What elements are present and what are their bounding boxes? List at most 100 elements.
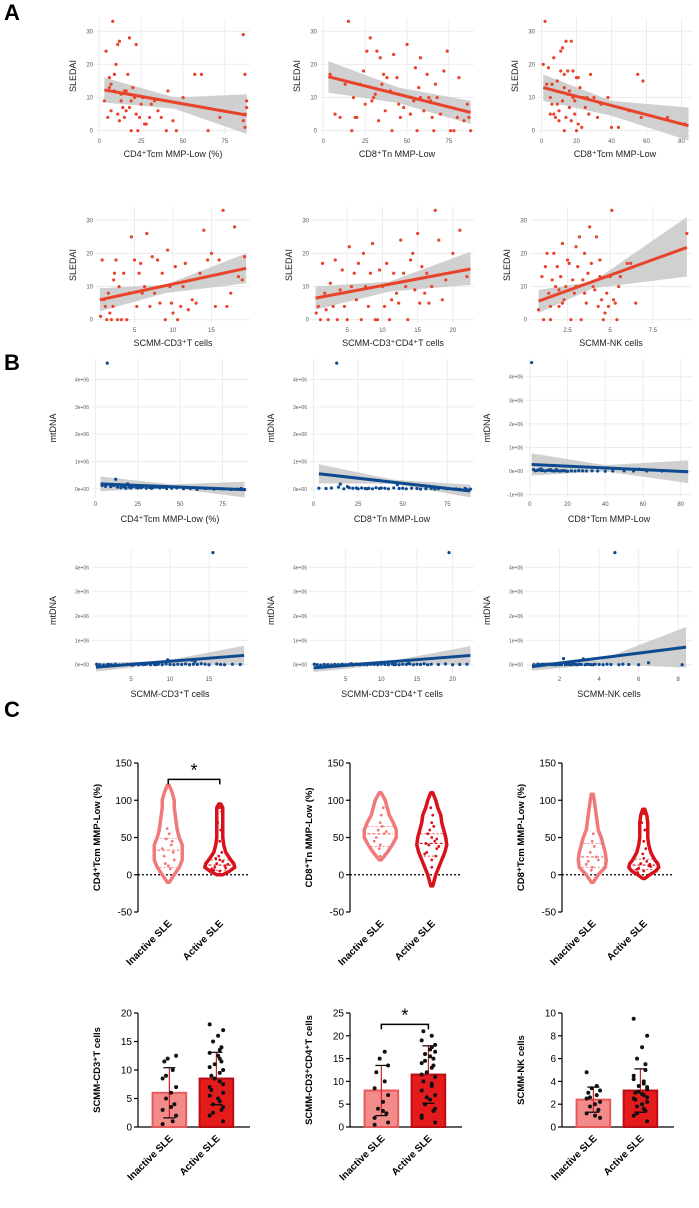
data-point (106, 115, 110, 120)
data-point (405, 42, 409, 47)
data-point (142, 122, 147, 126)
data-point (582, 251, 587, 255)
data-point (236, 275, 241, 279)
x-tick-label: 5 (346, 328, 350, 334)
scatter-chart-a1: 0 25 50 75 0 10 20 30 CD4⁺Tcm MMP-Low (%) SLEDAI (68, 18, 250, 159)
data-point (124, 89, 128, 93)
data-point (462, 119, 466, 123)
data-point (324, 308, 328, 312)
data-point (415, 662, 419, 666)
y-tick-label: -50 (118, 908, 133, 919)
y-tick-label: 3e+06 (293, 405, 307, 411)
violin-point (642, 839, 646, 843)
bar-point (433, 1093, 438, 1098)
bar-point (384, 1111, 389, 1116)
bar-point (645, 1033, 650, 1038)
data-point (104, 49, 108, 53)
violin-point (588, 851, 592, 854)
y-tick-label: 0 (550, 1123, 556, 1134)
data-point (218, 115, 222, 120)
scatter-chart-b6: 2 4 6 8 0e+00 1e+06 2e+06 3e+06 4e+06 SCMM-NK cel… (482, 549, 692, 699)
regression-line (315, 267, 471, 300)
data-point (555, 79, 559, 83)
data-point (413, 66, 418, 70)
data-point (164, 662, 168, 666)
data-point (600, 298, 604, 302)
y-tick-label: 3e+06 (75, 405, 89, 411)
x-tick-label: 50 (399, 502, 406, 508)
violin-point (427, 843, 431, 847)
data-point (115, 485, 120, 489)
data-point (584, 469, 588, 473)
violin-point (382, 832, 386, 836)
x-tick-label: 25 (134, 502, 141, 508)
violin-point (168, 867, 172, 871)
data-point (541, 62, 545, 66)
violin-point (380, 824, 384, 828)
x-tick-label: 15 (206, 677, 213, 683)
data-point (580, 469, 585, 473)
data-point (583, 105, 587, 110)
data-point (404, 284, 408, 289)
data-point (340, 268, 344, 272)
bar-point (381, 1099, 386, 1104)
violin-point (584, 862, 588, 866)
data-point (564, 284, 568, 289)
y-tick-label: 4e+06 (75, 377, 89, 383)
y-tick-label: 1e+06 (293, 638, 307, 644)
y-axis-label: SLEDAI (510, 60, 520, 92)
x-tick-label: 50 (404, 139, 411, 145)
data-point (156, 109, 160, 113)
data-point (363, 102, 367, 106)
y-tick-label: 0e+00 (75, 663, 89, 669)
scatter-chart-b5: 5 10 15 20 0e+00 1e+06 2e+06 3e+06 4e+06 SCMM-CD3… (266, 549, 474, 699)
data-point (467, 115, 471, 120)
data-point (560, 301, 564, 305)
y-tick-label: 5 (126, 1094, 132, 1105)
violin-point (643, 828, 647, 832)
data-point (557, 304, 561, 309)
y-tick-label: 0 (524, 318, 528, 324)
y-tick-label: 1e+06 (75, 459, 89, 465)
x-tick-label: 2.5 (563, 328, 572, 334)
bar-point (419, 1038, 424, 1043)
x-tick-label: 80 (678, 139, 685, 145)
data-point (603, 469, 607, 473)
data-point (465, 662, 469, 666)
bar-point (635, 1056, 640, 1061)
data-point (107, 76, 111, 80)
x-axis-label: CD4⁺Tcm MMP-Low (%) (124, 149, 223, 159)
bar-point (221, 1090, 226, 1095)
data-point (203, 662, 207, 666)
data-point (194, 301, 198, 305)
x-tick-label: 8 (676, 677, 680, 683)
data-point (125, 318, 129, 322)
y-tick-label: 4e+06 (293, 377, 307, 383)
x-tick-label: 20 (564, 502, 571, 508)
violin-point (167, 832, 171, 836)
y-tick-label: 10 (333, 1077, 345, 1088)
violin-chart-c1: -50 0 50 100 150 CD4⁺Tcm MMP-Low (%) Inactive … (92, 759, 250, 968)
x-tick-label: 15 (208, 328, 215, 334)
data-point (382, 304, 387, 309)
data-point (129, 129, 133, 133)
data-point (411, 251, 415, 255)
data-point (136, 129, 140, 133)
data-point (550, 82, 554, 86)
data-point (606, 304, 611, 309)
data-point (365, 487, 369, 491)
scatter-chart-b3: 0 20 40 60 80 -1e+06 0e+00 1e+06 2e+06 3e+06 4e+06… (482, 359, 692, 524)
data-point (383, 109, 387, 113)
data-point (621, 662, 625, 666)
data-point (613, 551, 617, 555)
data-point (328, 72, 332, 76)
x-axis-label: CD8⁺Tn MMP-Low (359, 149, 436, 159)
data-point (359, 318, 363, 322)
bar-point (372, 1086, 377, 1091)
bar-point (423, 1102, 428, 1107)
y-tick-label: 4 (550, 1077, 556, 1088)
data-point (555, 265, 559, 269)
data-point (550, 102, 554, 106)
y-tick-label: 0e+00 (75, 487, 89, 493)
bar-point (584, 1111, 589, 1116)
